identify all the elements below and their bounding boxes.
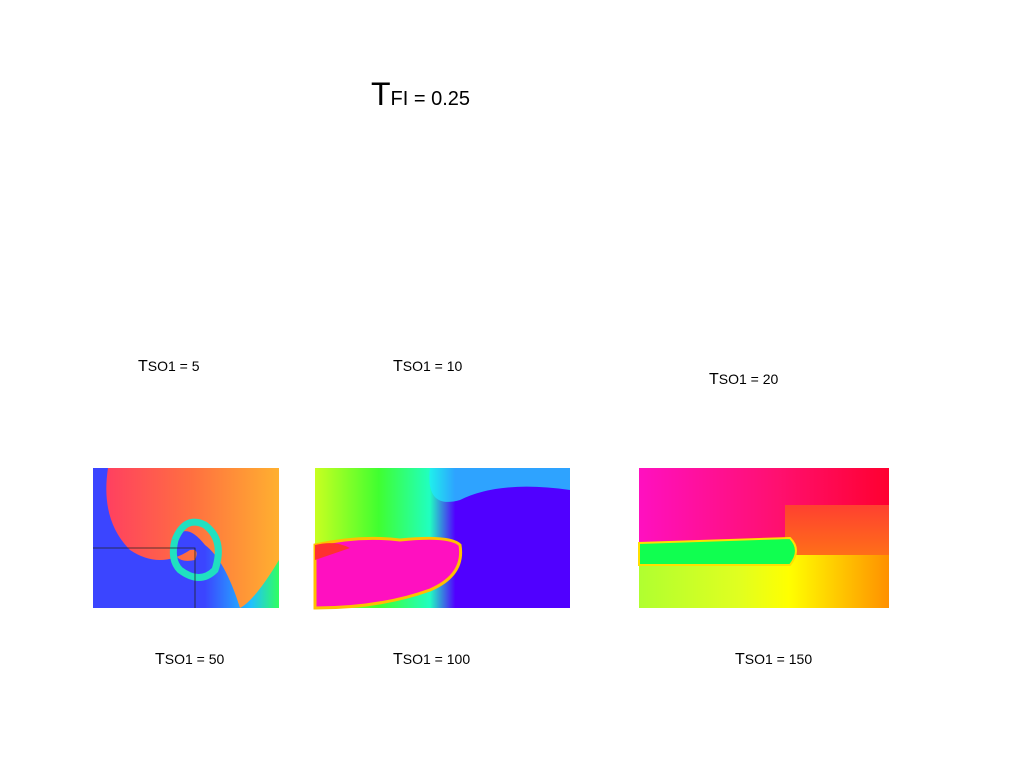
- simulation-image: [638, 468, 889, 608]
- panel-label: TSO1 = 10: [393, 358, 463, 375]
- text-part: T: [155, 651, 165, 668]
- simulation-image: [93, 468, 279, 608]
- text-part: SO1 = 10: [403, 358, 463, 374]
- labels: TSO1 = 5 TSO1 = 10 TSO1 = 20 TSO1 = 50 T…: [138, 358, 812, 668]
- text-part: SO1 = 5: [148, 358, 200, 374]
- panel-label: TSO1 = 150: [735, 651, 812, 668]
- text-part: T: [709, 371, 719, 388]
- text-part: FI = 0.25: [391, 88, 471, 110]
- text-part: SO1 = 150: [745, 651, 813, 667]
- text-part: SO1 = 50: [165, 651, 225, 667]
- panel-label: TSO1 = 100: [393, 651, 470, 668]
- text-part: T: [735, 651, 745, 668]
- panel-label: TSO1 = 5: [138, 358, 200, 375]
- panel-label: TSO1 = 20: [709, 371, 779, 388]
- text-part: T: [371, 76, 391, 112]
- text-part: SO1 = 20: [719, 371, 779, 387]
- text-part: T: [393, 651, 403, 668]
- text-part: T: [138, 358, 148, 375]
- panel-label: TSO1 = 50: [155, 651, 225, 668]
- title: TFI = 0.25: [371, 76, 470, 112]
- text-part: T: [393, 358, 403, 375]
- simulation-image: [313, 468, 570, 610]
- text-part: SO1 = 100: [403, 651, 471, 667]
